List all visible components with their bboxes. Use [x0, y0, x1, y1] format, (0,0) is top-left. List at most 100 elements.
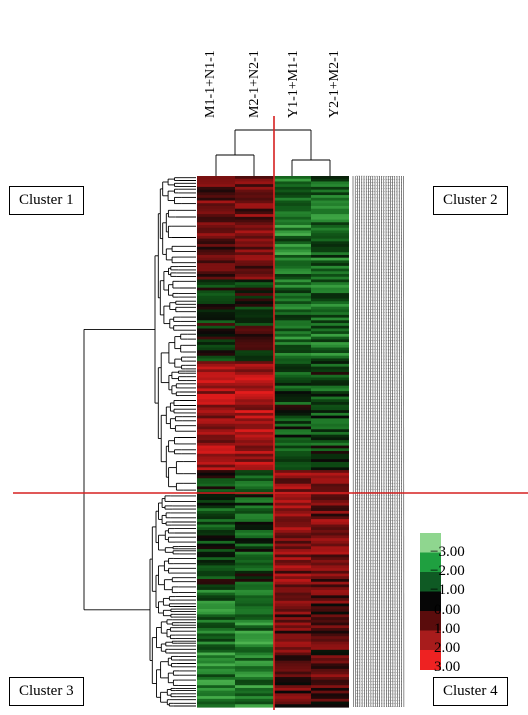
heatmap-cell	[197, 497, 235, 501]
heatmap-cell	[311, 372, 349, 376]
heatmap-cell	[274, 475, 311, 479]
heatmap-cell	[311, 306, 349, 311]
heatmap-cell	[274, 184, 311, 188]
heatmap-cell	[235, 263, 274, 267]
heatmap-cell	[235, 293, 274, 297]
heatmap-cell	[274, 467, 311, 471]
heatmap-cell	[197, 382, 235, 387]
heatmap-cell	[197, 314, 235, 319]
heatmap-cell	[274, 595, 311, 599]
heatmap-cell	[235, 203, 274, 207]
legend-tick: 0.00	[434, 602, 460, 618]
heatmap-cell	[197, 608, 235, 613]
heatmap-cell	[274, 451, 311, 455]
heatmap-cell	[197, 274, 235, 278]
heatmap-cell	[197, 573, 235, 577]
heatmap-cell	[235, 314, 274, 319]
heatmap-cell	[274, 554, 311, 558]
heatmap-cell	[311, 227, 349, 232]
heatmap-cell	[274, 611, 311, 616]
heatmap-cell	[274, 671, 311, 675]
heatmap-cell	[197, 306, 235, 311]
heatmap-cell	[197, 543, 235, 547]
heatmap-cell	[274, 696, 311, 700]
heatmap-cell	[311, 472, 349, 477]
heatmap-cell	[197, 312, 235, 316]
heatmap-cell	[274, 480, 311, 485]
heatmap-cell	[311, 268, 349, 272]
heatmap-cell	[274, 527, 311, 531]
heatmap-cell	[274, 674, 311, 678]
heatmap-cell	[274, 636, 311, 640]
heatmap-cell	[197, 257, 235, 262]
heatmap-cell	[274, 306, 311, 311]
heatmap-cell	[274, 666, 311, 670]
heatmap-cell	[235, 579, 274, 583]
heatmap-cell	[235, 298, 274, 302]
heatmap-cell	[235, 480, 274, 485]
heatmap-cell	[311, 538, 349, 542]
heatmap-cell	[311, 382, 349, 387]
heatmap-cell	[311, 238, 349, 242]
heatmap-cell	[274, 279, 311, 283]
heatmap-cell	[311, 470, 349, 474]
heatmap-cell	[197, 344, 235, 349]
heatmap-cell	[235, 205, 274, 210]
heatmap-cell	[311, 434, 349, 439]
heatmap-cell	[311, 216, 349, 221]
heatmap-cell	[311, 385, 349, 389]
legend-tick: −1.00	[430, 582, 465, 598]
heatmap-cell	[235, 606, 274, 610]
heatmap-cell	[235, 290, 274, 294]
heatmap-cell	[274, 393, 311, 398]
heatmap-cell	[235, 540, 274, 545]
heatmap-cell	[274, 655, 311, 659]
heatmap-cell	[274, 361, 311, 365]
heatmap-cell	[235, 647, 274, 651]
heatmap-cell	[311, 614, 349, 618]
heatmap-cell	[235, 655, 274, 659]
heatmap-cell	[274, 246, 311, 251]
heatmap-cell	[274, 350, 311, 354]
heatmap-cell	[197, 638, 235, 643]
heatmap-cell	[235, 589, 274, 594]
heatmap-cell	[274, 579, 311, 583]
heatmap-cell	[311, 423, 349, 428]
heatmap-cell	[235, 693, 274, 697]
heatmap-cell	[311, 303, 349, 308]
heatmap-cell	[197, 527, 235, 531]
heatmap-cell	[197, 442, 235, 447]
heatmap-cell	[197, 380, 235, 384]
heatmap-cell	[235, 260, 274, 264]
heatmap-cell	[274, 382, 311, 387]
heatmap-cell	[274, 189, 311, 193]
heatmap-cell	[311, 415, 349, 419]
heatmap-cell	[197, 464, 235, 468]
heatmap-cell	[235, 355, 274, 360]
heatmap-cell	[311, 241, 349, 245]
heatmap-cell	[311, 325, 349, 330]
heatmap-cell	[197, 687, 235, 692]
heatmap-cell	[235, 565, 274, 569]
heatmap-cell	[274, 524, 311, 528]
legend-swatch	[420, 572, 441, 592]
heatmap-cell	[311, 301, 349, 305]
heatmap-cell	[197, 671, 235, 675]
heatmap-cell	[197, 260, 235, 264]
heatmap-cell	[274, 391, 311, 395]
heatmap-cell	[274, 410, 311, 414]
heatmap-cell	[311, 480, 349, 485]
heatmap-cell	[197, 263, 235, 267]
heatmap-cell	[235, 176, 274, 180]
heatmap-cell	[274, 641, 311, 645]
heatmap-cell	[197, 295, 235, 300]
heatmap-cell	[311, 192, 349, 196]
heatmap-cell	[197, 244, 235, 248]
heatmap-cell	[311, 551, 349, 556]
heatmap-cell	[235, 494, 274, 498]
heatmap-cell	[197, 331, 235, 335]
heatmap-cell	[274, 298, 311, 302]
heatmap-cell	[235, 331, 274, 335]
heatmap-cell	[197, 279, 235, 283]
heatmap-cell	[235, 532, 274, 537]
